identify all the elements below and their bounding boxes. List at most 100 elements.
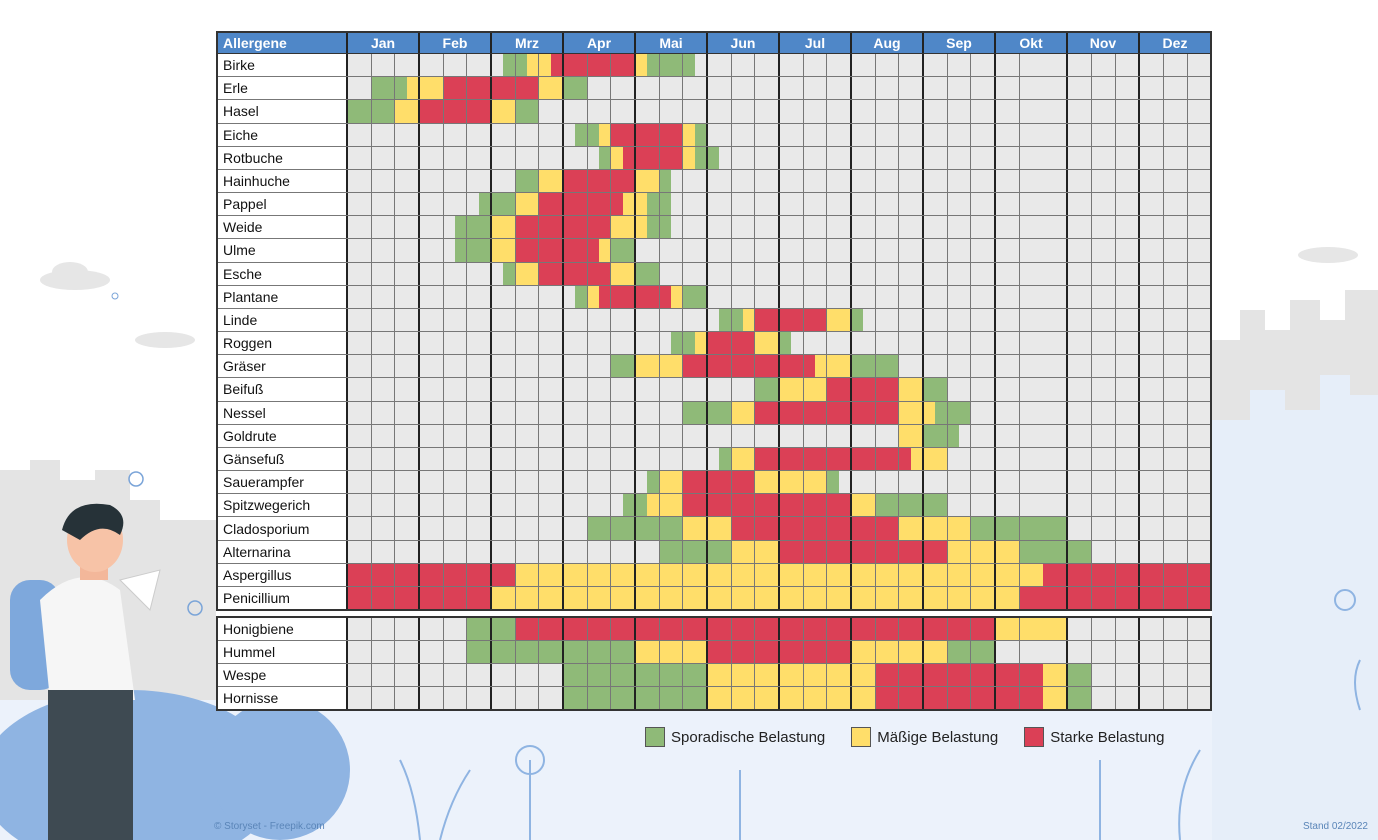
heatmap-mark-none — [959, 355, 971, 378]
heatmap-mark-moderate — [503, 239, 515, 262]
heatmap-cell-sep — [971, 424, 997, 447]
heatmap-cell-jul — [803, 100, 828, 123]
heatmap-mark-none — [371, 193, 384, 216]
heatmap-mark-none — [683, 193, 695, 216]
heatmap-cell-jun — [731, 285, 756, 308]
heatmap-mark-strong — [647, 618, 659, 640]
heatmap-cell-mai — [683, 169, 709, 193]
heatmap-mark-moderate — [647, 355, 659, 378]
heatmap-mark-strong — [766, 494, 779, 517]
heatmap-mark-strong — [780, 308, 792, 332]
heatmap-cell-mrz — [539, 308, 565, 332]
heatmap-mark-none — [515, 146, 528, 169]
heatmap-mark-none — [959, 424, 971, 447]
heatmap-mark-moderate — [755, 563, 767, 586]
heatmap-mark-none — [371, 687, 384, 709]
heatmap-cell-jan — [371, 54, 396, 77]
heatmap-mark-none — [550, 494, 563, 517]
heatmap-mark-sporadic — [694, 285, 707, 308]
heatmap-cell-feb — [467, 193, 493, 216]
heatmap-mark-none — [1151, 494, 1163, 517]
heatmap-cell-nov — [1091, 618, 1116, 640]
heatmap-cell-sep — [924, 123, 948, 146]
heatmap-cell-apr — [564, 239, 588, 262]
heatmap-mark-none — [599, 471, 611, 494]
heatmap-cell-sep — [971, 100, 997, 123]
heatmap-mark-none — [827, 146, 839, 169]
heatmap-cell-apr — [587, 77, 612, 100]
heatmap-mark-none — [431, 664, 443, 686]
heatmap-mark-strong — [527, 77, 539, 100]
heatmap-mark-strong — [838, 378, 851, 401]
heatmap-mark-none — [982, 146, 995, 169]
heatmap-mark-sporadic — [622, 664, 635, 686]
heatmap-mark-none — [1187, 664, 1199, 686]
heatmap-mark-none — [455, 54, 467, 77]
heatmap-mark-none — [694, 424, 707, 447]
heatmap-mark-none — [395, 308, 407, 332]
heatmap-cell-okt — [1043, 618, 1069, 640]
heatmap-cell-nov — [1115, 169, 1141, 193]
heatmap-mark-none — [478, 540, 491, 563]
heatmap-cell-apr — [611, 471, 637, 494]
heatmap-mark-none — [1115, 193, 1127, 216]
heatmap-mark-strong — [887, 540, 899, 563]
heatmap-mark-none — [1031, 401, 1043, 424]
heatmap-mark-strong — [478, 100, 491, 123]
heatmap-mark-strong — [443, 100, 456, 123]
heatmap-mark-none — [395, 146, 407, 169]
heatmap-cell-mrz — [492, 494, 516, 517]
heatmap-mark-moderate — [406, 77, 419, 100]
heatmap-mark-moderate — [719, 517, 731, 540]
heatmap-mark-none — [348, 447, 360, 471]
heatmap-cell-jul — [827, 146, 853, 169]
heatmap-mark-none — [1103, 471, 1115, 494]
heatmap-cell-nov — [1068, 563, 1092, 586]
heatmap-cell-nov — [1091, 193, 1116, 216]
heatmap-mark-none — [1175, 216, 1187, 239]
heatmap-cell-apr — [564, 54, 588, 77]
heatmap-mark-none — [1043, 401, 1055, 424]
heatmap-cell-dez — [1140, 308, 1164, 332]
heatmap-mark-sporadic — [708, 146, 720, 169]
heatmap-mark-moderate — [611, 216, 623, 239]
heatmap-mark-moderate — [863, 664, 875, 686]
heatmap-mark-moderate — [910, 447, 923, 471]
heatmap-cell-mai — [659, 471, 684, 494]
heatmap-cell-jul — [827, 494, 853, 517]
allergen-label: Hainhuche — [218, 169, 348, 193]
allergen-label: Hornisse — [218, 687, 348, 709]
heatmap-cell-jul — [827, 216, 853, 239]
heatmap-mark-none — [492, 355, 504, 378]
heatmap-mark-none — [1115, 517, 1127, 540]
allergen-label: Birke — [218, 54, 348, 77]
heatmap-mark-sporadic — [875, 355, 888, 378]
heatmap-mark-strong — [575, 169, 587, 193]
heatmap-cell-sep — [947, 332, 972, 355]
heatmap-mark-sporadic — [587, 123, 600, 146]
heatmap-mark-strong — [803, 540, 816, 563]
heatmap-mark-none — [383, 146, 395, 169]
heatmap-mark-none — [1163, 378, 1176, 401]
heatmap-mark-none — [996, 262, 1008, 285]
heatmap-mark-none — [1103, 332, 1115, 355]
heatmap-mark-none — [838, 169, 851, 193]
heatmap-mark-none — [1151, 641, 1163, 663]
heatmap-mark-moderate — [863, 687, 875, 709]
heatmap-cell-nov — [1091, 285, 1116, 308]
heatmap-mark-strong — [731, 471, 744, 494]
heatmap-mark-strong — [1043, 586, 1055, 610]
allergen-row: Spitzwegerich — [218, 494, 1211, 518]
heatmap-cell-apr — [611, 332, 637, 355]
heatmap-mark-none — [1068, 193, 1080, 216]
heatmap-mark-none — [996, 355, 1008, 378]
heatmap-cell-jan — [395, 401, 421, 424]
heatmap-mark-none — [1175, 447, 1187, 471]
heatmap-mark-strong — [467, 586, 479, 610]
heatmap-mark-none — [1198, 471, 1211, 494]
heatmap-cell-mrz — [492, 517, 516, 540]
heatmap-cell-jan — [348, 146, 372, 169]
heatmap-cell-nov — [1115, 239, 1141, 262]
allergen-label: Pappel — [218, 193, 348, 216]
heatmap-mark-none — [971, 424, 983, 447]
